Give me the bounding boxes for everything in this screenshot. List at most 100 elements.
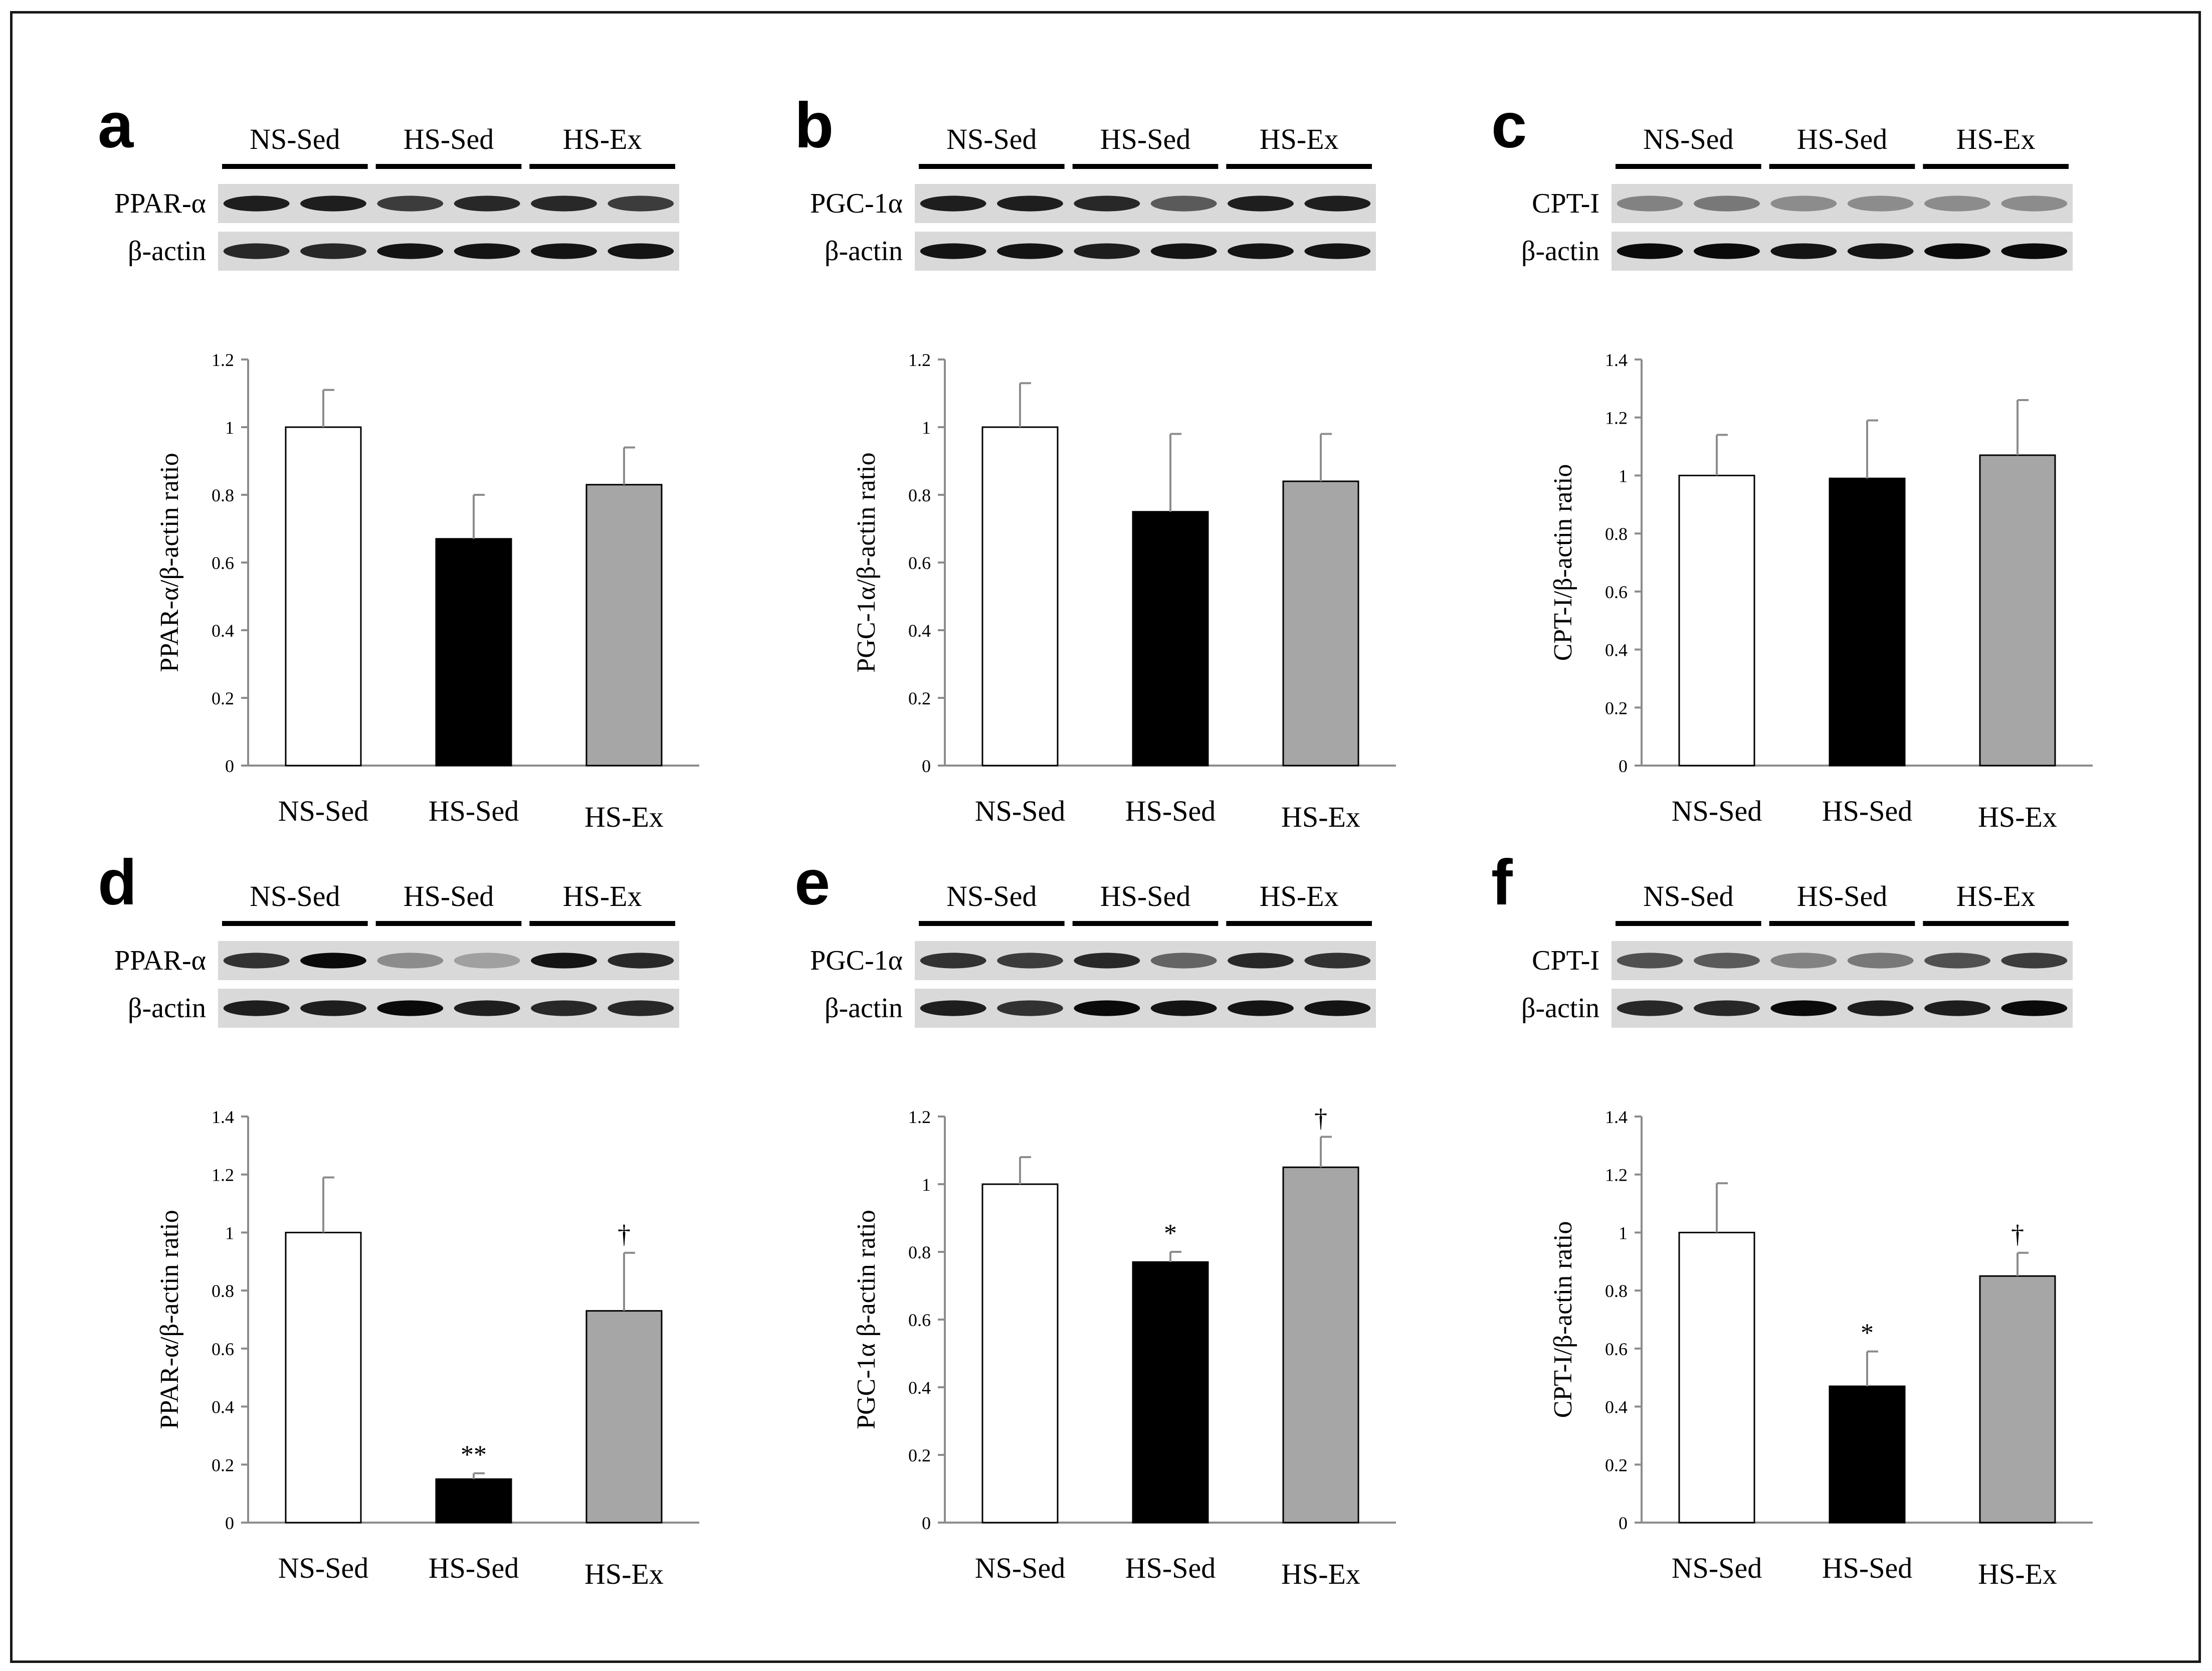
blot-group-label: NS-Sed [946, 880, 1037, 912]
y-axis-label: CPT-I/β-actin ratio [1549, 1221, 1577, 1418]
western-blot: NS-Sed HS-Sed HS-Ex PPAR-α β-actin [114, 880, 679, 1028]
western-blot: NS-Sed HS-Sed HS-Ex PGC-1α β-actin [810, 880, 1376, 1028]
blot-band [1847, 1000, 1914, 1016]
blot-band [997, 1000, 1063, 1016]
blot-band [1847, 196, 1914, 212]
y-tick-label: 0.6 [1605, 1339, 1628, 1359]
blot-band [1694, 243, 1760, 259]
y-tick-label: 0.2 [1605, 698, 1628, 718]
bar-hs-ex [1282, 1166, 1359, 1524]
y-axis-label: PGC-1α/β-actin ratio [852, 452, 881, 672]
blot-row-label: PGC-1α [810, 188, 903, 219]
bar-hs-ex [1979, 1275, 2056, 1524]
y-tick-label: 1 [225, 1223, 234, 1243]
y-tick-label: 1.2 [908, 1107, 931, 1127]
western-blot: NS-Sed HS-Sed HS-Ex PPAR-α β-actin [114, 123, 679, 271]
blot-band [1847, 243, 1914, 259]
x-tick-label: HS-Sed [429, 1552, 519, 1584]
y-tick-label: 1 [1619, 466, 1628, 486]
y-tick-label: 0 [1619, 1513, 1628, 1533]
y-tick-label: 0.4 [908, 621, 931, 641]
bar-chart: 0 0.2 0.4 0.6 0.8 1 1.2 PGC-1α β-actin ratio NS-… [852, 1104, 1396, 1590]
blot-band [997, 243, 1063, 259]
blot-group-label: NS-Sed [250, 123, 340, 155]
y-axis-label: PPAR-α/β-actin ratio [155, 453, 184, 672]
y-tick-label: 0.4 [212, 1397, 234, 1417]
y-tick-label: 1.4 [1605, 350, 1628, 370]
panel-f: f NS-Sed HS-Sed HS-Ex CPT-I β-actin 0 0.2 0.4 0… [1491, 851, 2173, 1643]
blot-membrane-strip [218, 941, 679, 980]
blot-band [223, 196, 290, 212]
y-tick-label: 0.2 [908, 1445, 931, 1465]
blot-group-label: HS-Ex [1956, 123, 2036, 155]
blot-band [1924, 243, 1990, 259]
blot-group-label: HS-Ex [1260, 123, 1339, 155]
x-tick-label: HS-Ex [584, 1558, 664, 1590]
bar-chart: 0 0.2 0.4 0.6 0.8 1 1.2 PGC-1α/β-actin ratio NS-… [852, 350, 1396, 833]
western-blot: NS-Sed HS-Sed HS-Ex CPT-I β-actin [1521, 123, 2073, 271]
x-tick-label: NS-Sed [278, 1552, 368, 1584]
blot-group-label: HS-Sed [404, 123, 494, 155]
blot-band [531, 953, 597, 969]
y-tick-label: 1.2 [212, 350, 234, 370]
blot-row-label: β-actin [1521, 236, 1599, 267]
y-tick-label: 1 [922, 1175, 931, 1195]
blot-group-label: NS-Sed [250, 880, 340, 912]
y-tick-label: 0.8 [212, 485, 234, 505]
y-tick-label: 1 [1619, 1223, 1628, 1243]
blot-band [300, 243, 366, 259]
blot-band [454, 196, 520, 212]
blot-band [2001, 243, 2068, 259]
blot-group-label: NS-Sed [1643, 880, 1733, 912]
y-tick-label: 0 [922, 756, 931, 776]
blot-row-label: PPAR-α [114, 945, 206, 976]
y-tick-label: 0 [922, 1513, 931, 1533]
y-tick-label: 0.4 [212, 621, 234, 641]
blot-band [1617, 1000, 1683, 1016]
panel-e: e NS-Sed HS-Sed HS-Ex PGC-1α β-actin 0 0.2 0.4… [794, 851, 1476, 1643]
blot-band [1617, 196, 1683, 212]
y-tick-label: 0.2 [1605, 1455, 1628, 1475]
y-tick-label: 0.2 [908, 688, 931, 708]
x-tick-label: NS-Sed [278, 795, 368, 827]
blot-band [531, 1000, 597, 1016]
y-axis-label: CPT-I/β-actin ratio [1549, 464, 1577, 661]
y-tick-label: 0.6 [212, 553, 234, 573]
blot-group-label: HS-Ex [1260, 880, 1339, 912]
blot-band [223, 1000, 290, 1016]
blot-band [377, 196, 444, 212]
panel-d: d NS-Sed HS-Sed HS-Ex PPAR-α β-actin 0 0.2 0.4… [98, 851, 779, 1643]
blot-group-label: HS-Sed [1797, 123, 1887, 155]
y-tick-label: 0 [1619, 756, 1628, 776]
y-tick-label: 1.2 [1605, 1165, 1628, 1185]
y-tick-label: 1.4 [1605, 1107, 1628, 1127]
blot-membrane-strip [915, 184, 1376, 223]
y-tick-label: 0.4 [908, 1378, 931, 1398]
blot-band [531, 243, 597, 259]
panel-a: a NS-Sed HS-Sed HS-Ex PPAR-α β-actin 0 0.2 0.4… [98, 94, 779, 886]
x-tick-label: NS-Sed [1672, 1552, 1762, 1584]
blot-band [377, 243, 444, 259]
blot-group-label: HS-Ex [563, 880, 642, 912]
y-tick-label: 0.2 [212, 688, 234, 708]
x-tick-label: HS-Ex [584, 801, 664, 833]
x-tick-label: NS-Sed [975, 1552, 1065, 1584]
y-tick-label: 1 [922, 418, 931, 438]
blot-band [1074, 1000, 1140, 1016]
y-tick-label: 1.2 [1605, 408, 1628, 428]
panel-letter: d [98, 847, 137, 918]
bar-hs-sed [435, 1478, 512, 1524]
blot-membrane-strip [1612, 184, 2073, 223]
y-tick-label: 0.4 [1605, 640, 1628, 660]
bar-chart: 0 0.2 0.4 0.6 0.8 1 1.2 1.4 PPAR-α/β-actin ratio… [155, 1107, 699, 1590]
y-tick-label: 0.6 [908, 553, 931, 573]
blot-membrane-strip [218, 184, 679, 223]
blot-band [608, 953, 674, 969]
blot-band [1304, 1000, 1371, 1016]
panel-letter: e [794, 847, 831, 918]
blot-band [223, 953, 290, 969]
blot-band [1074, 196, 1140, 212]
blot-band [223, 243, 290, 259]
blot-membrane-strip [1612, 989, 2073, 1028]
blot-membrane-strip [915, 989, 1376, 1028]
